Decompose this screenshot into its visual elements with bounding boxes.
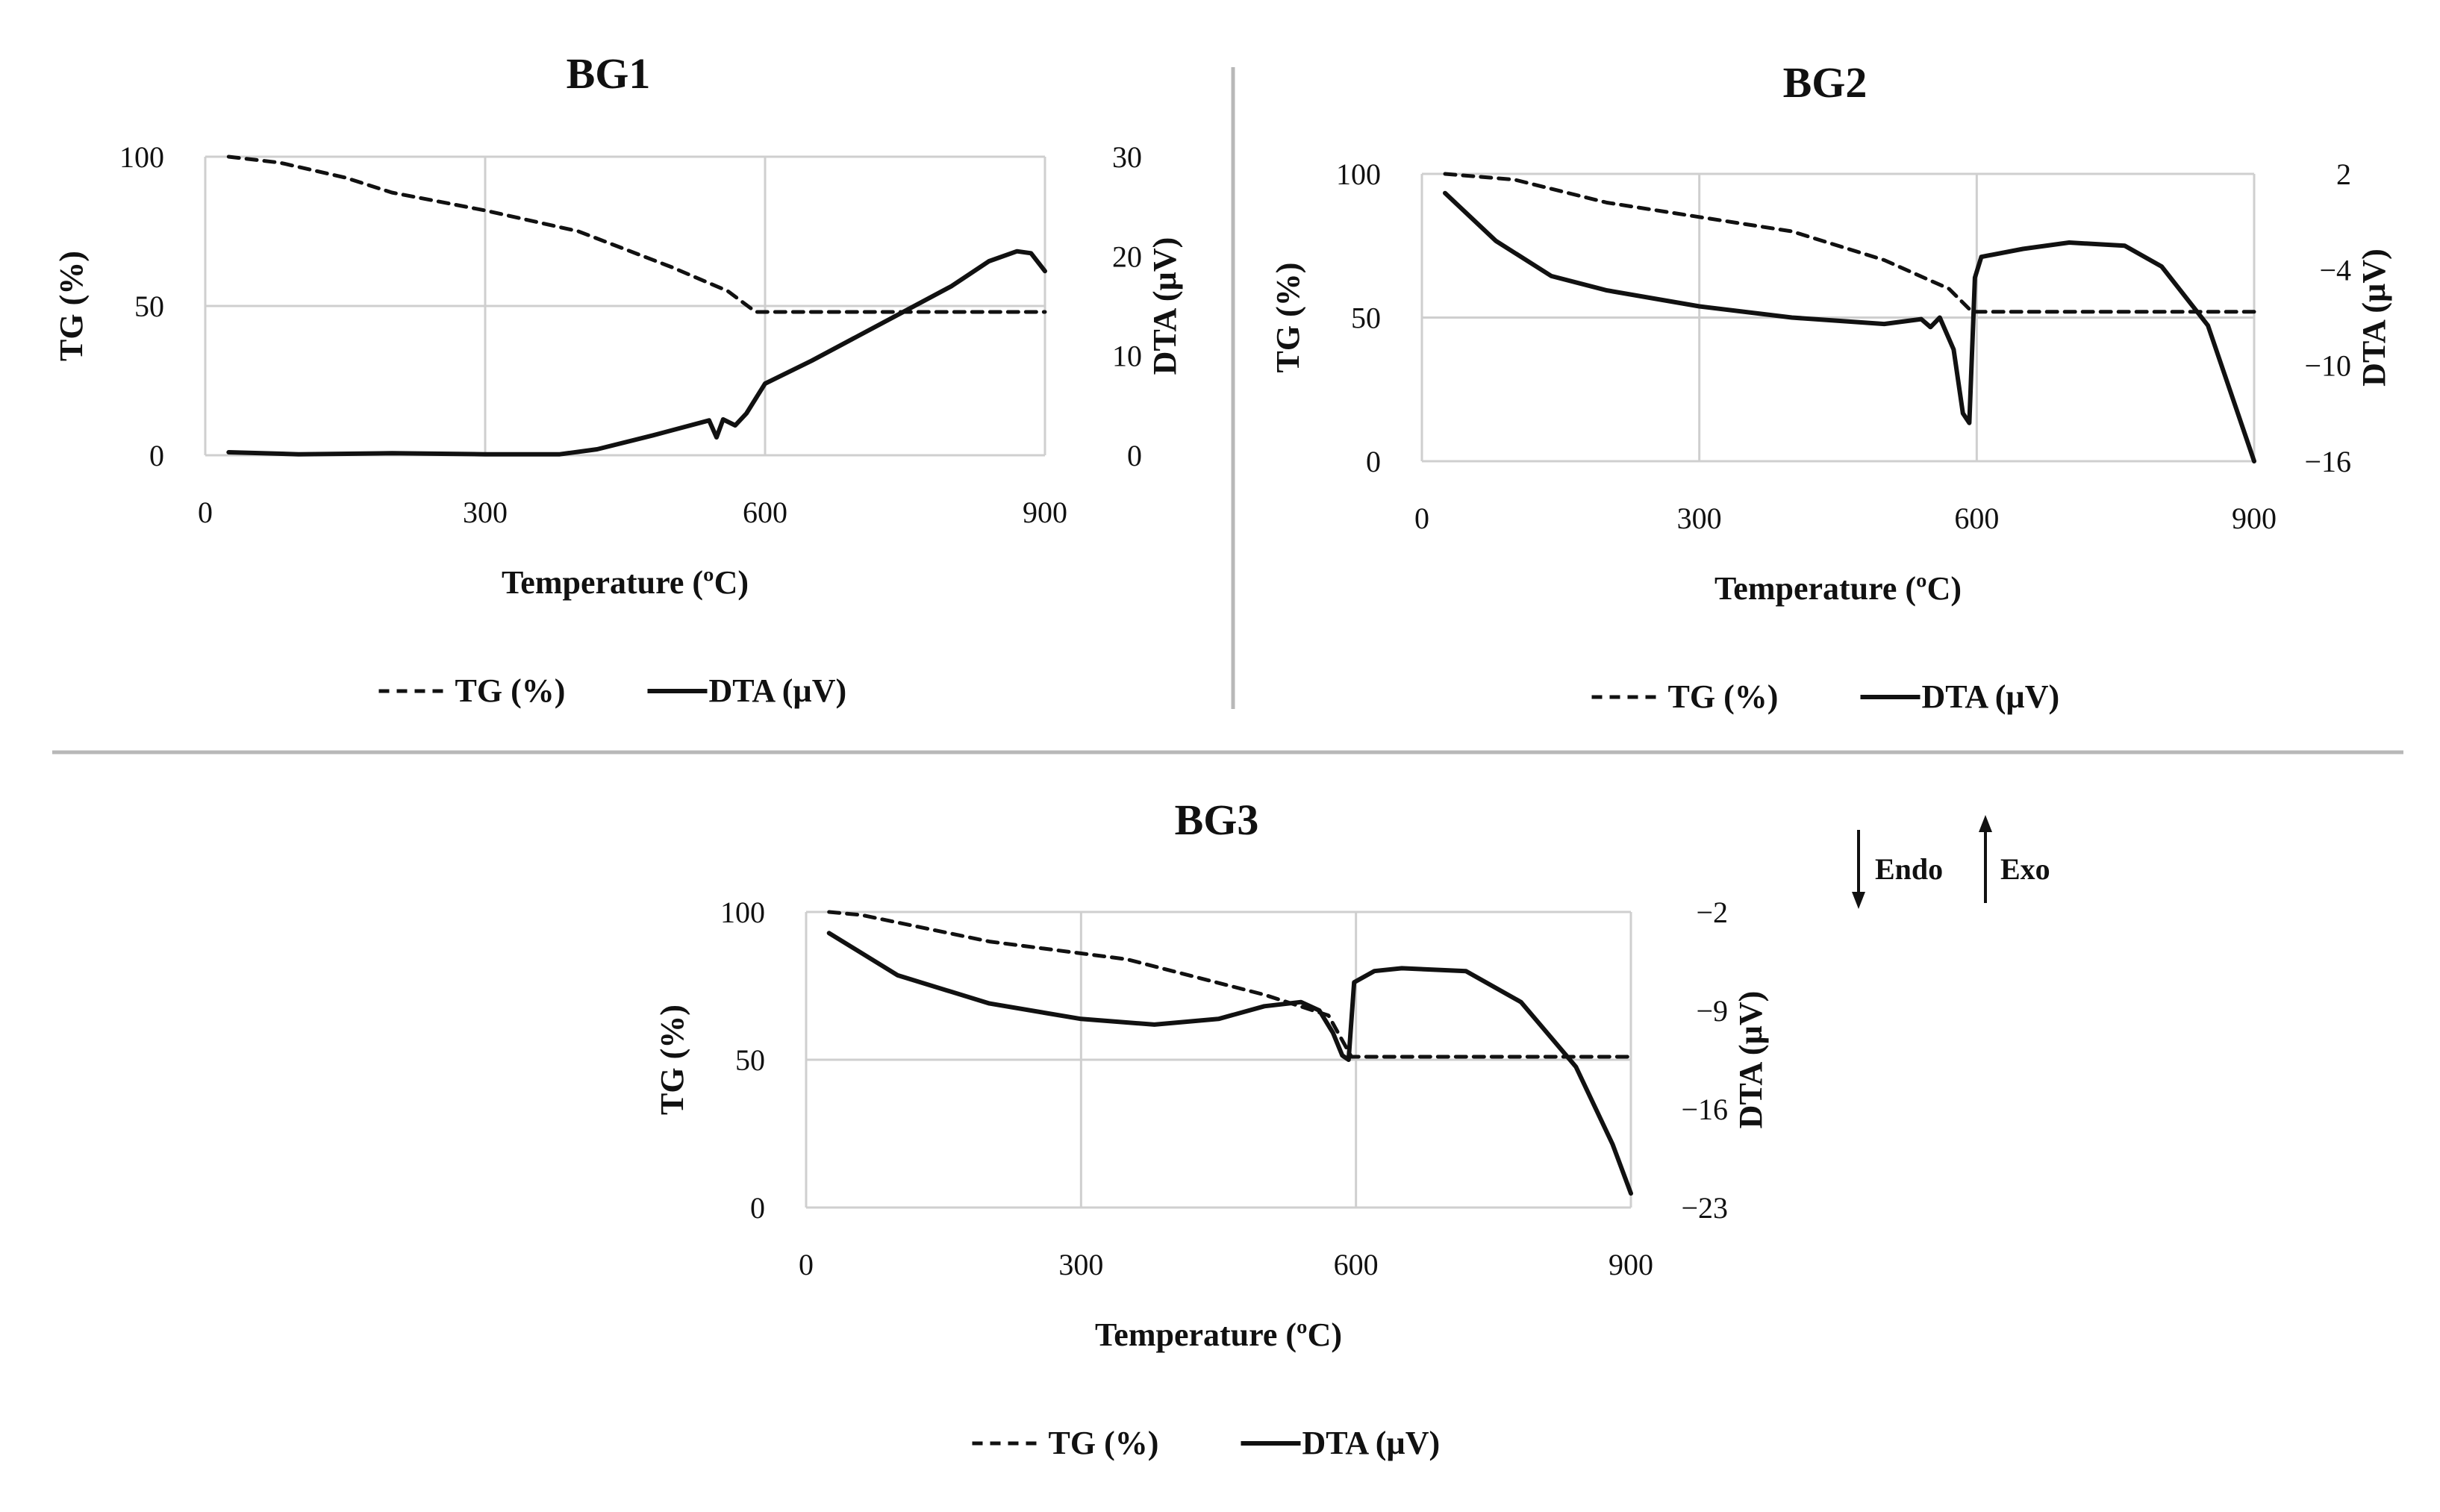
- x-axis-label: Temperature (ºC): [1095, 1316, 1342, 1353]
- endo-arrowhead: [1852, 892, 1865, 909]
- y-tick-label: 0: [1366, 445, 1381, 478]
- x-tick-label: 900: [1023, 496, 1067, 529]
- x-axis-label: Temperature (ºC): [502, 564, 749, 601]
- x-tick-label: 600: [743, 496, 787, 529]
- tg-series-line: [827, 910, 1633, 1059]
- y2-tick-label: −16: [1681, 1093, 1728, 1126]
- x-axis-label: Temperature (ºC): [1714, 570, 1962, 607]
- endo-label: Endo: [1875, 852, 1943, 886]
- legend-dta-label: DTA (µV): [1302, 1425, 1441, 1461]
- y2-tick-label: −10: [2304, 349, 2351, 383]
- x-tick-label: 900: [2232, 502, 2277, 535]
- y-axis-label: TG (%): [53, 251, 90, 361]
- y-tick-label: 50: [735, 1043, 765, 1077]
- x-tick-label: 300: [1677, 502, 1722, 535]
- legend: TG (%) DTA (µV): [1591, 678, 2060, 715]
- y-tick-label: 50: [134, 290, 164, 323]
- y2-tick-label: 10: [1112, 340, 1142, 373]
- legend-tg-label: TG (%): [1668, 678, 1779, 715]
- y2-tick-label: 0: [1127, 439, 1142, 472]
- chart-bg2: BG2 0 300 600 900 0 50 100 2 −4 −10 −16 Temperature …: [1270, 58, 2392, 715]
- y2-tick-label: 20: [1112, 240, 1142, 273]
- y2-axis-label: DTA (µV): [1732, 991, 1769, 1129]
- y-tick-label: 100: [1336, 157, 1381, 191]
- tg-series-line: [1443, 172, 2256, 314]
- y2-tick-label: −2: [1696, 896, 1728, 929]
- x-tick-label: 600: [1954, 502, 1999, 535]
- y-tick-label: 50: [1351, 302, 1381, 335]
- x-tick-label: 0: [1414, 502, 1429, 535]
- chart-bg3: BG3 0 300 600 900 0 50 100 −2 −9 −16 −23 Temperature…: [654, 796, 1769, 1461]
- y-axis-label: TG (%): [654, 1005, 690, 1115]
- y2-tick-label: 30: [1112, 140, 1142, 174]
- y-axis-label: TG (%): [1270, 263, 1306, 373]
- y2-tick-label: −9: [1696, 994, 1728, 1028]
- legend-tg-label: TG (%): [455, 672, 566, 709]
- legend-dta-label: DTA (µV): [1922, 678, 2060, 715]
- y-tick-label: 0: [149, 439, 164, 472]
- legend-tg-label: TG (%): [1049, 1425, 1159, 1461]
- legend-dta-label: DTA (µV): [709, 672, 847, 709]
- endo-exo-annotation: Endo Exo: [1852, 815, 2050, 909]
- chart-title: BG2: [1783, 58, 1868, 107]
- chart-bg1: BG1 0 300 600 900 0 50 100 0 10 20 30 Temperature (º…: [53, 49, 1183, 709]
- y2-tick-label: −4: [2319, 253, 2351, 287]
- x-tick-label: 300: [1058, 1248, 1103, 1281]
- dta-series-line: [1443, 190, 2256, 463]
- x-tick-label: 0: [198, 496, 213, 529]
- x-tick-label: 900: [1609, 1248, 1653, 1281]
- legend: TG (%) DTA (µV): [378, 672, 847, 709]
- chart-title: BG1: [567, 49, 651, 98]
- y-tick-label: 100: [119, 140, 164, 174]
- dta-series-line: [226, 249, 1047, 457]
- x-tick-label: 300: [463, 496, 508, 529]
- tg-series-line: [226, 154, 1047, 314]
- x-tick-label: 0: [799, 1248, 814, 1281]
- chart-title: BG3: [1175, 796, 1259, 844]
- y2-axis-label: DTA (µV): [1146, 237, 1183, 375]
- exo-label: Exo: [2000, 852, 2050, 886]
- x-tick-label: 600: [1334, 1248, 1379, 1281]
- dta-series-line: [826, 931, 1633, 1196]
- y2-tick-label: −16: [2304, 445, 2351, 478]
- y2-tick-label: 2: [2336, 157, 2351, 191]
- y2-tick-label: −23: [1681, 1191, 1728, 1225]
- y-tick-label: 0: [750, 1191, 765, 1225]
- y-tick-label: 100: [720, 896, 765, 929]
- exo-arrowhead: [1979, 815, 1992, 832]
- y2-axis-label: DTA (µV): [2356, 249, 2392, 387]
- legend: TG (%) DTA (µV): [972, 1425, 1441, 1461]
